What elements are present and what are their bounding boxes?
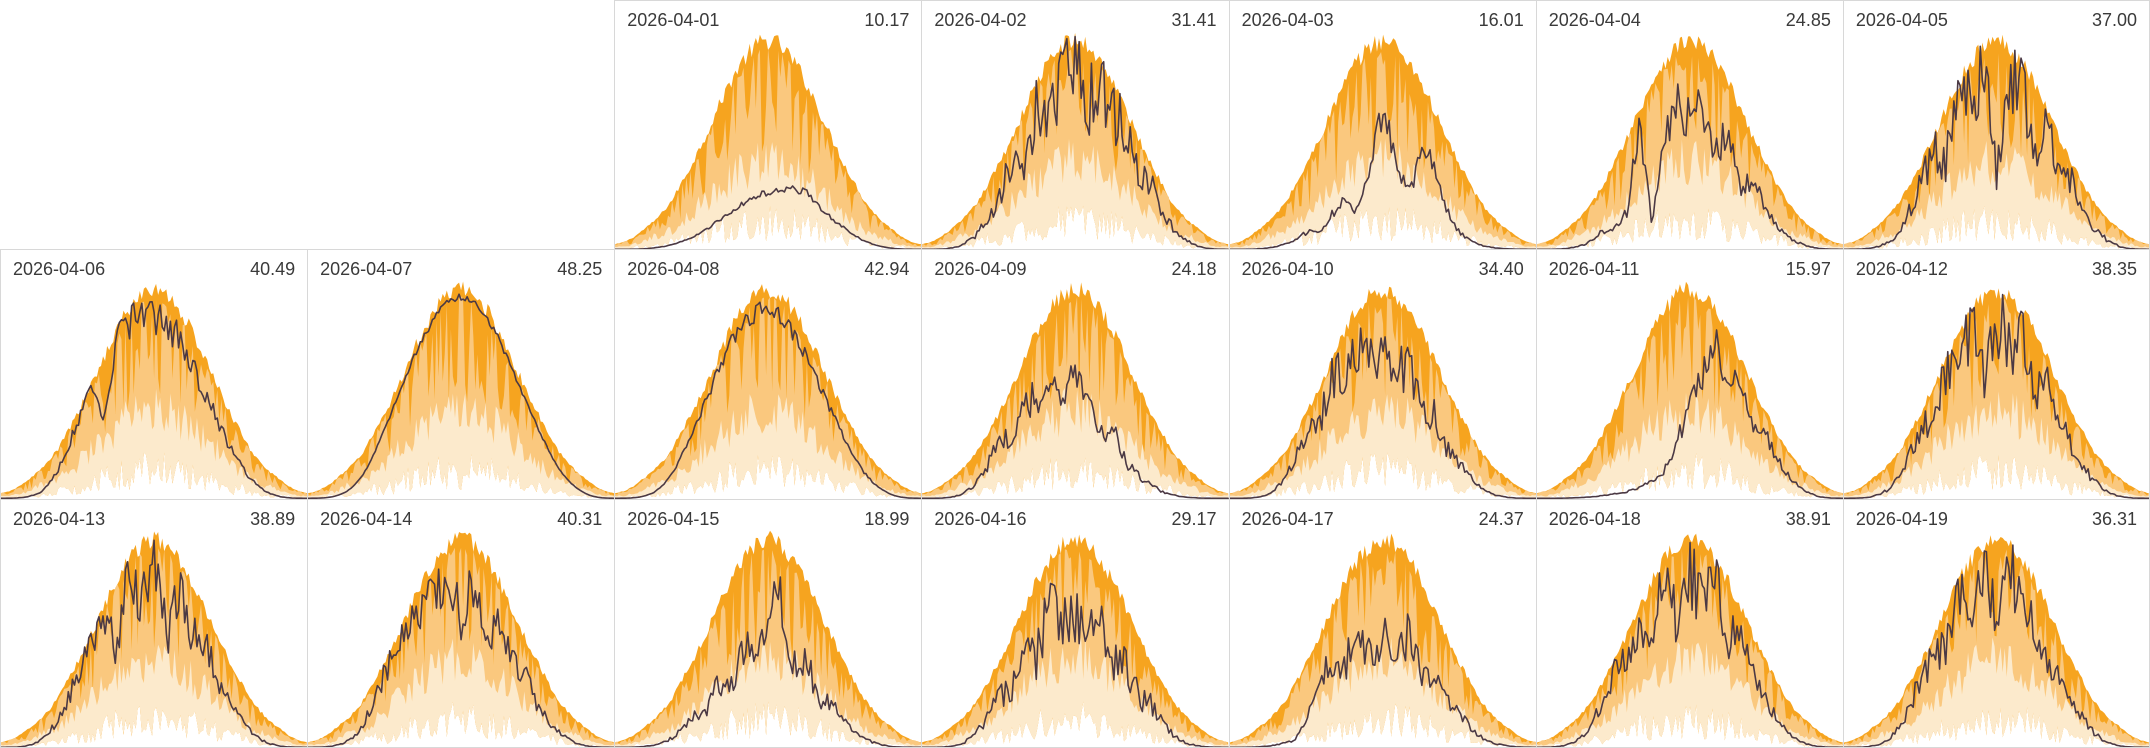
day-cell[interactable]: 2026-04-17 24.37 (1228, 498, 1536, 748)
day-production-chart (1, 531, 308, 747)
day-cell[interactable]: 2026-04-19 36.31 (1842, 498, 2150, 748)
day-cell[interactable]: 2026-04-18 38.91 (1535, 498, 1843, 748)
day-cell[interactable]: 2026-04-08 42.94 (614, 249, 922, 499)
day-cell[interactable]: 2026-04-14 40.31 (307, 498, 615, 748)
day-production-chart (1, 284, 308, 499)
day-cell[interactable]: 2026-04-02 31.41 (921, 0, 1229, 250)
day-cell[interactable]: 2026-04-13 38.89 (0, 498, 308, 748)
day-cell[interactable]: 2026-04-12 38.35 (1842, 249, 2150, 499)
day-production-chart (1843, 288, 2149, 499)
day-production-chart (308, 531, 615, 747)
day-cell[interactable]: 2026-04-10 34.40 (1228, 249, 1536, 499)
day-production-chart (1536, 282, 1843, 499)
day-production-chart (1536, 36, 1843, 250)
day-cell[interactable]: 2026-04-11 15.97 (1535, 249, 1843, 499)
day-cell[interactable]: 2026-04-05 37.00 (1842, 0, 2150, 250)
day-cell[interactable]: 2026-04-04 24.85 (1535, 0, 1843, 250)
day-production-chart (1843, 34, 2149, 250)
day-production-chart (615, 530, 922, 747)
day-cell[interactable]: 2026-04-09 24.18 (921, 249, 1229, 499)
day-production-chart (922, 282, 1229, 499)
day-cell[interactable]: 2026-04-15 18.99 (614, 498, 922, 748)
day-cell[interactable]: 2026-04-03 16.01 (1228, 0, 1536, 250)
day-production-chart (308, 281, 615, 499)
day-production-chart (615, 284, 922, 499)
empty-cell (307, 0, 615, 250)
day-production-chart (1229, 533, 1536, 747)
day-cell[interactable]: 2026-04-06 40.49 (0, 249, 308, 499)
day-production-chart (922, 32, 1229, 250)
day-production-chart (1229, 287, 1536, 499)
day-cell[interactable]: 2026-04-16 29.17 (921, 498, 1229, 748)
day-production-chart (1843, 534, 2149, 747)
day-cell[interactable]: 2026-04-07 48.25 (307, 249, 615, 499)
day-production-chart (1229, 34, 1536, 250)
day-production-chart (1536, 533, 1843, 747)
day-cell[interactable]: 2026-04-01 10.17 (614, 0, 922, 250)
empty-cell (0, 0, 308, 250)
day-production-chart (922, 534, 1229, 747)
day-production-chart (615, 34, 922, 250)
